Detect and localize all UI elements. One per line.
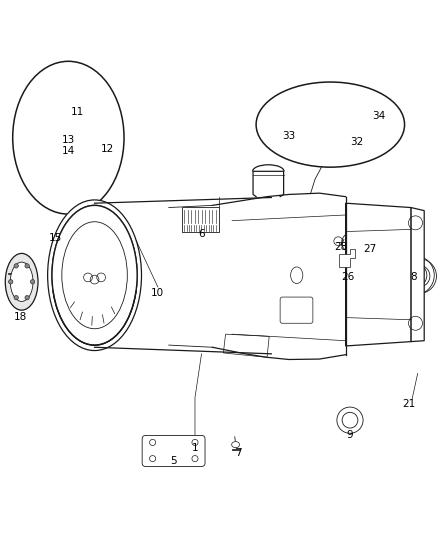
- Text: 15: 15: [49, 233, 62, 243]
- Circle shape: [25, 295, 29, 300]
- Ellipse shape: [52, 205, 137, 345]
- Circle shape: [30, 280, 35, 284]
- FancyBboxPatch shape: [182, 207, 219, 232]
- Text: 12: 12: [101, 143, 114, 154]
- Text: 33: 33: [282, 131, 296, 141]
- Text: 21: 21: [402, 399, 416, 409]
- Ellipse shape: [232, 441, 240, 448]
- Text: 14: 14: [62, 146, 75, 156]
- Text: 7: 7: [235, 448, 242, 458]
- Circle shape: [14, 295, 18, 300]
- Circle shape: [334, 237, 343, 246]
- Text: 34: 34: [372, 111, 385, 121]
- Text: 18: 18: [14, 312, 27, 322]
- FancyBboxPatch shape: [142, 435, 205, 466]
- Text: 13: 13: [62, 135, 75, 145]
- Text: 10: 10: [151, 288, 164, 298]
- Text: 28: 28: [335, 242, 348, 252]
- Ellipse shape: [256, 82, 405, 167]
- Text: 8: 8: [410, 272, 417, 282]
- Text: 1: 1: [192, 443, 198, 453]
- Ellipse shape: [5, 253, 38, 310]
- Ellipse shape: [13, 61, 124, 214]
- Text: 32: 32: [350, 137, 363, 147]
- Ellipse shape: [48, 200, 141, 351]
- Polygon shape: [411, 207, 424, 342]
- Circle shape: [9, 280, 13, 284]
- Text: 27: 27: [363, 244, 376, 254]
- Ellipse shape: [11, 262, 33, 302]
- Polygon shape: [339, 249, 355, 266]
- Text: 5: 5: [170, 456, 177, 466]
- Circle shape: [14, 264, 18, 268]
- Text: 26: 26: [341, 272, 354, 282]
- Text: 6: 6: [198, 229, 205, 239]
- Text: 9: 9: [346, 430, 353, 440]
- Polygon shape: [346, 203, 411, 346]
- Circle shape: [25, 264, 29, 268]
- Text: 11: 11: [71, 107, 84, 117]
